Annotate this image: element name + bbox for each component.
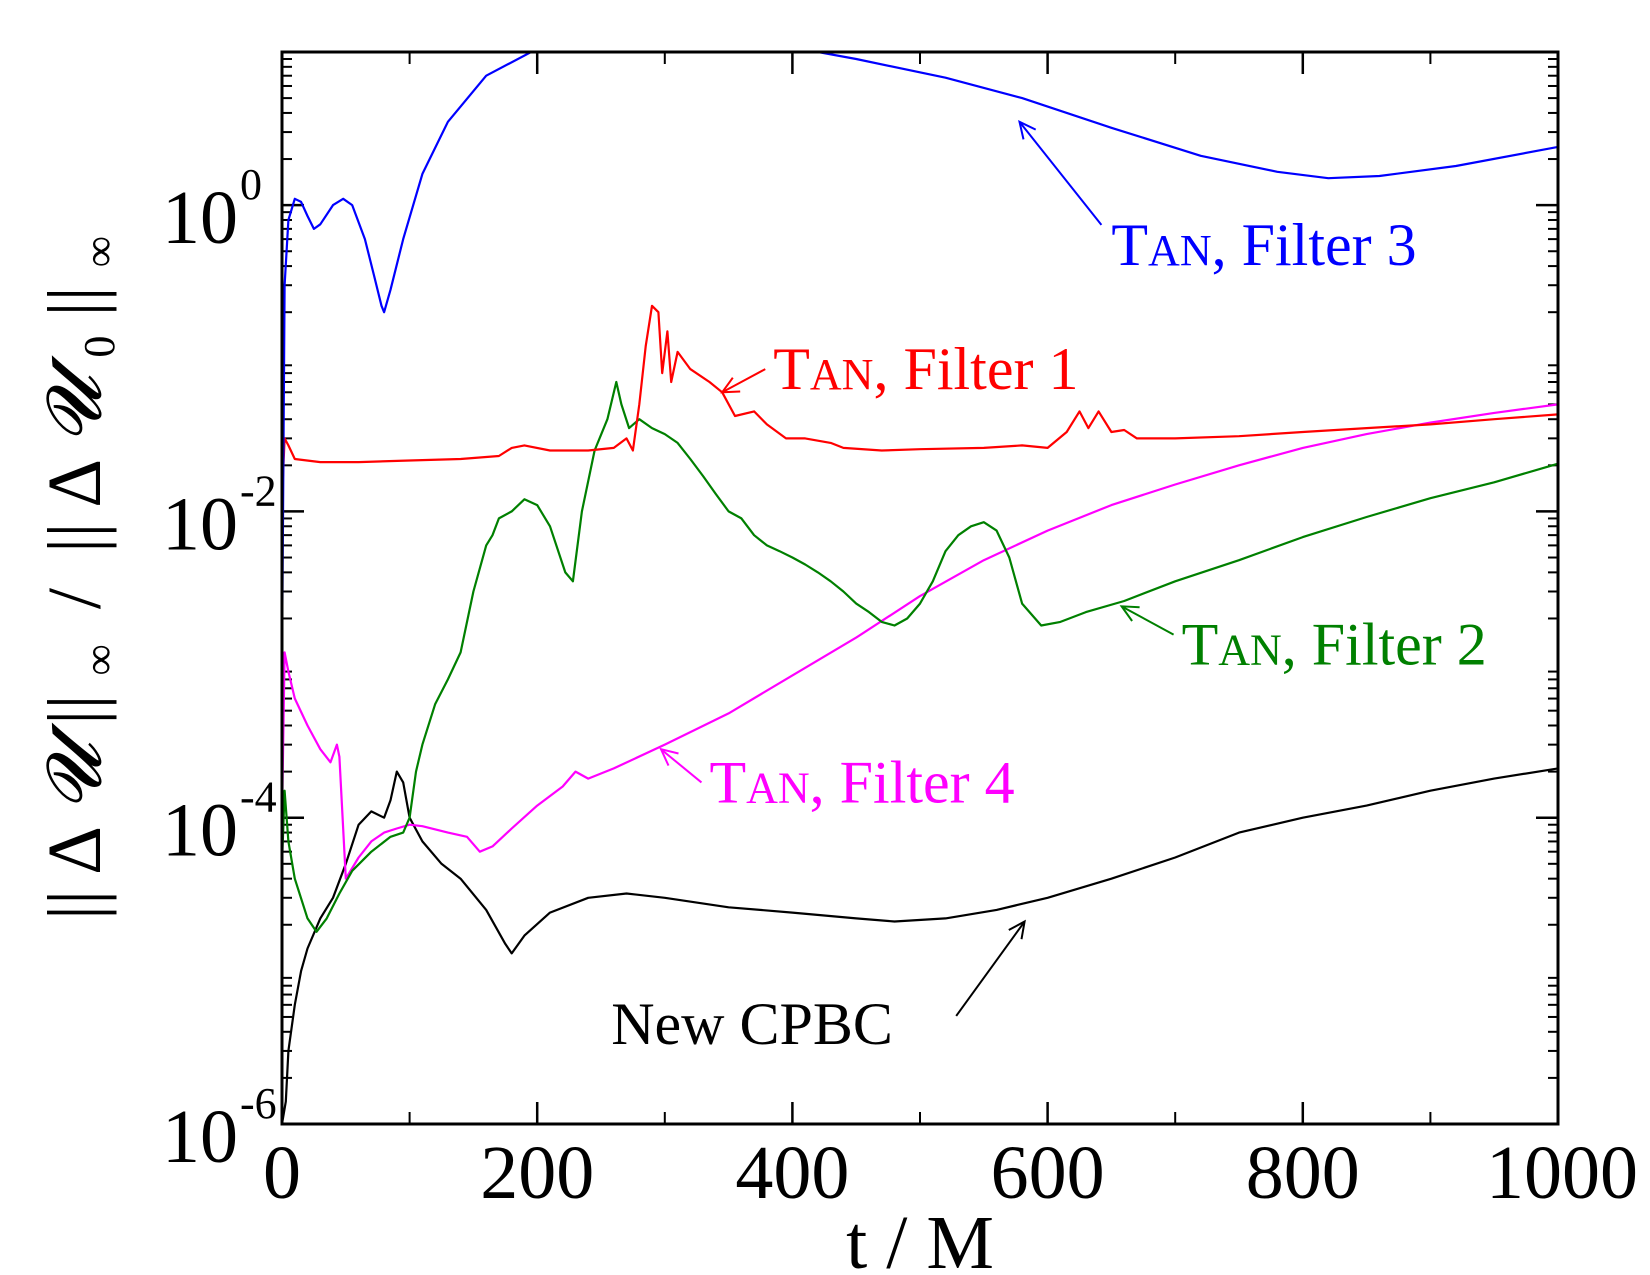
series-label: New CPBC bbox=[611, 991, 893, 1057]
ylabel-var-1: 𝓤 bbox=[33, 722, 117, 811]
ylabel-slash: / bbox=[33, 587, 117, 609]
annotation-layer: TAN, Filter 3 TAN, Filter 1 TAN, Filter 2 T… bbox=[611, 119, 1487, 1057]
annotation-arrow-shaft bbox=[955, 920, 1026, 1017]
series-label: TAN, Filter 3 bbox=[1111, 212, 1416, 278]
y-tick-exponent: 0 bbox=[240, 160, 262, 209]
ylabel-bars-4: || bbox=[33, 286, 117, 316]
annotation-arrow-head bbox=[659, 747, 679, 767]
y-tick-label: 10 0 bbox=[162, 160, 262, 260]
ylabel-bars-3: || bbox=[33, 523, 117, 553]
annotation-arrow-head bbox=[1119, 605, 1140, 622]
plot-frame bbox=[280, 50, 1560, 1126]
x-tick-label: 0 bbox=[263, 1131, 301, 1215]
series-label: TAN, Filter 2 bbox=[1182, 612, 1487, 678]
ylabel-delta-1: Δ bbox=[33, 828, 117, 875]
annotation-arrow-shaft bbox=[721, 368, 766, 394]
x-tick-label: 600 bbox=[991, 1131, 1105, 1215]
y-tick-exponent: -4 bbox=[240, 773, 277, 822]
y-tick-exponent: -2 bbox=[240, 466, 277, 515]
y-tick-base: 10 bbox=[162, 789, 238, 873]
annotation-arrow-head bbox=[1008, 919, 1026, 940]
ylabel-inf-1: ∞ bbox=[75, 644, 124, 675]
series-line-3 bbox=[282, 403, 1558, 880]
y-tick-label: 10 -2 bbox=[162, 466, 277, 566]
ylabel-bars-2: || bbox=[33, 694, 117, 724]
annotation-arrow-shaft bbox=[1121, 605, 1175, 636]
annotation-arrow-shaft bbox=[1018, 121, 1103, 226]
series-annotation-0: TAN, Filter 3 bbox=[1018, 119, 1417, 278]
y-axis-title: || Δ 𝓤 || ∞ / || Δ 𝓤 0 || ∞ bbox=[33, 236, 131, 920]
series-label: TAN, Filter 1 bbox=[773, 336, 1078, 402]
ylabel-var-2: 𝓤 bbox=[33, 355, 117, 444]
x-tick-label: 1000 bbox=[1486, 1131, 1638, 1215]
y-tick-base: 10 bbox=[162, 176, 238, 260]
x-tick-label: 200 bbox=[480, 1131, 594, 1215]
y-tick-label: 10 -6 bbox=[162, 1079, 277, 1179]
ylabel-delta-2: Δ bbox=[33, 461, 117, 508]
y-tick-base: 10 bbox=[162, 1095, 238, 1179]
series-annotation-1: TAN, Filter 1 bbox=[720, 336, 1078, 402]
y-tick-exponent: -6 bbox=[240, 1079, 277, 1128]
x-tick-labels: 0 200 400 600 800 1000 bbox=[263, 1131, 1638, 1215]
x-tick-label: 800 bbox=[1246, 1131, 1360, 1215]
y-tick-label: 10 -4 bbox=[162, 773, 277, 873]
series-annotation-2: TAN, Filter 2 bbox=[1119, 605, 1487, 678]
svg-text:|| Δ 𝓤: || Δ 𝓤 || ∞ / || Δ 𝓤 0 || ∞ bbox=[33, 236, 131, 920]
ylabel-sub0: 0 bbox=[75, 336, 124, 358]
series-label: TAN, Filter 4 bbox=[709, 749, 1014, 815]
y-tick-base: 10 bbox=[162, 482, 238, 566]
ylabel-bars-1: || bbox=[33, 890, 117, 920]
x-axis-title: t / M bbox=[846, 1201, 994, 1275]
x-tick-label: 400 bbox=[735, 1131, 849, 1215]
series-line-0 bbox=[282, 52, 1558, 665]
annotation-arrow-head bbox=[720, 377, 741, 394]
ylabel-inf-2: ∞ bbox=[75, 236, 124, 267]
series-line-2 bbox=[282, 380, 1558, 933]
series-annotation-3: TAN, Filter 4 bbox=[659, 747, 1015, 815]
series-annotation-4: New CPBC bbox=[611, 919, 1026, 1057]
series-line-4 bbox=[282, 767, 1558, 1124]
annotation-arrow-shaft bbox=[660, 748, 703, 784]
annotation-arrow-head bbox=[1018, 119, 1037, 140]
